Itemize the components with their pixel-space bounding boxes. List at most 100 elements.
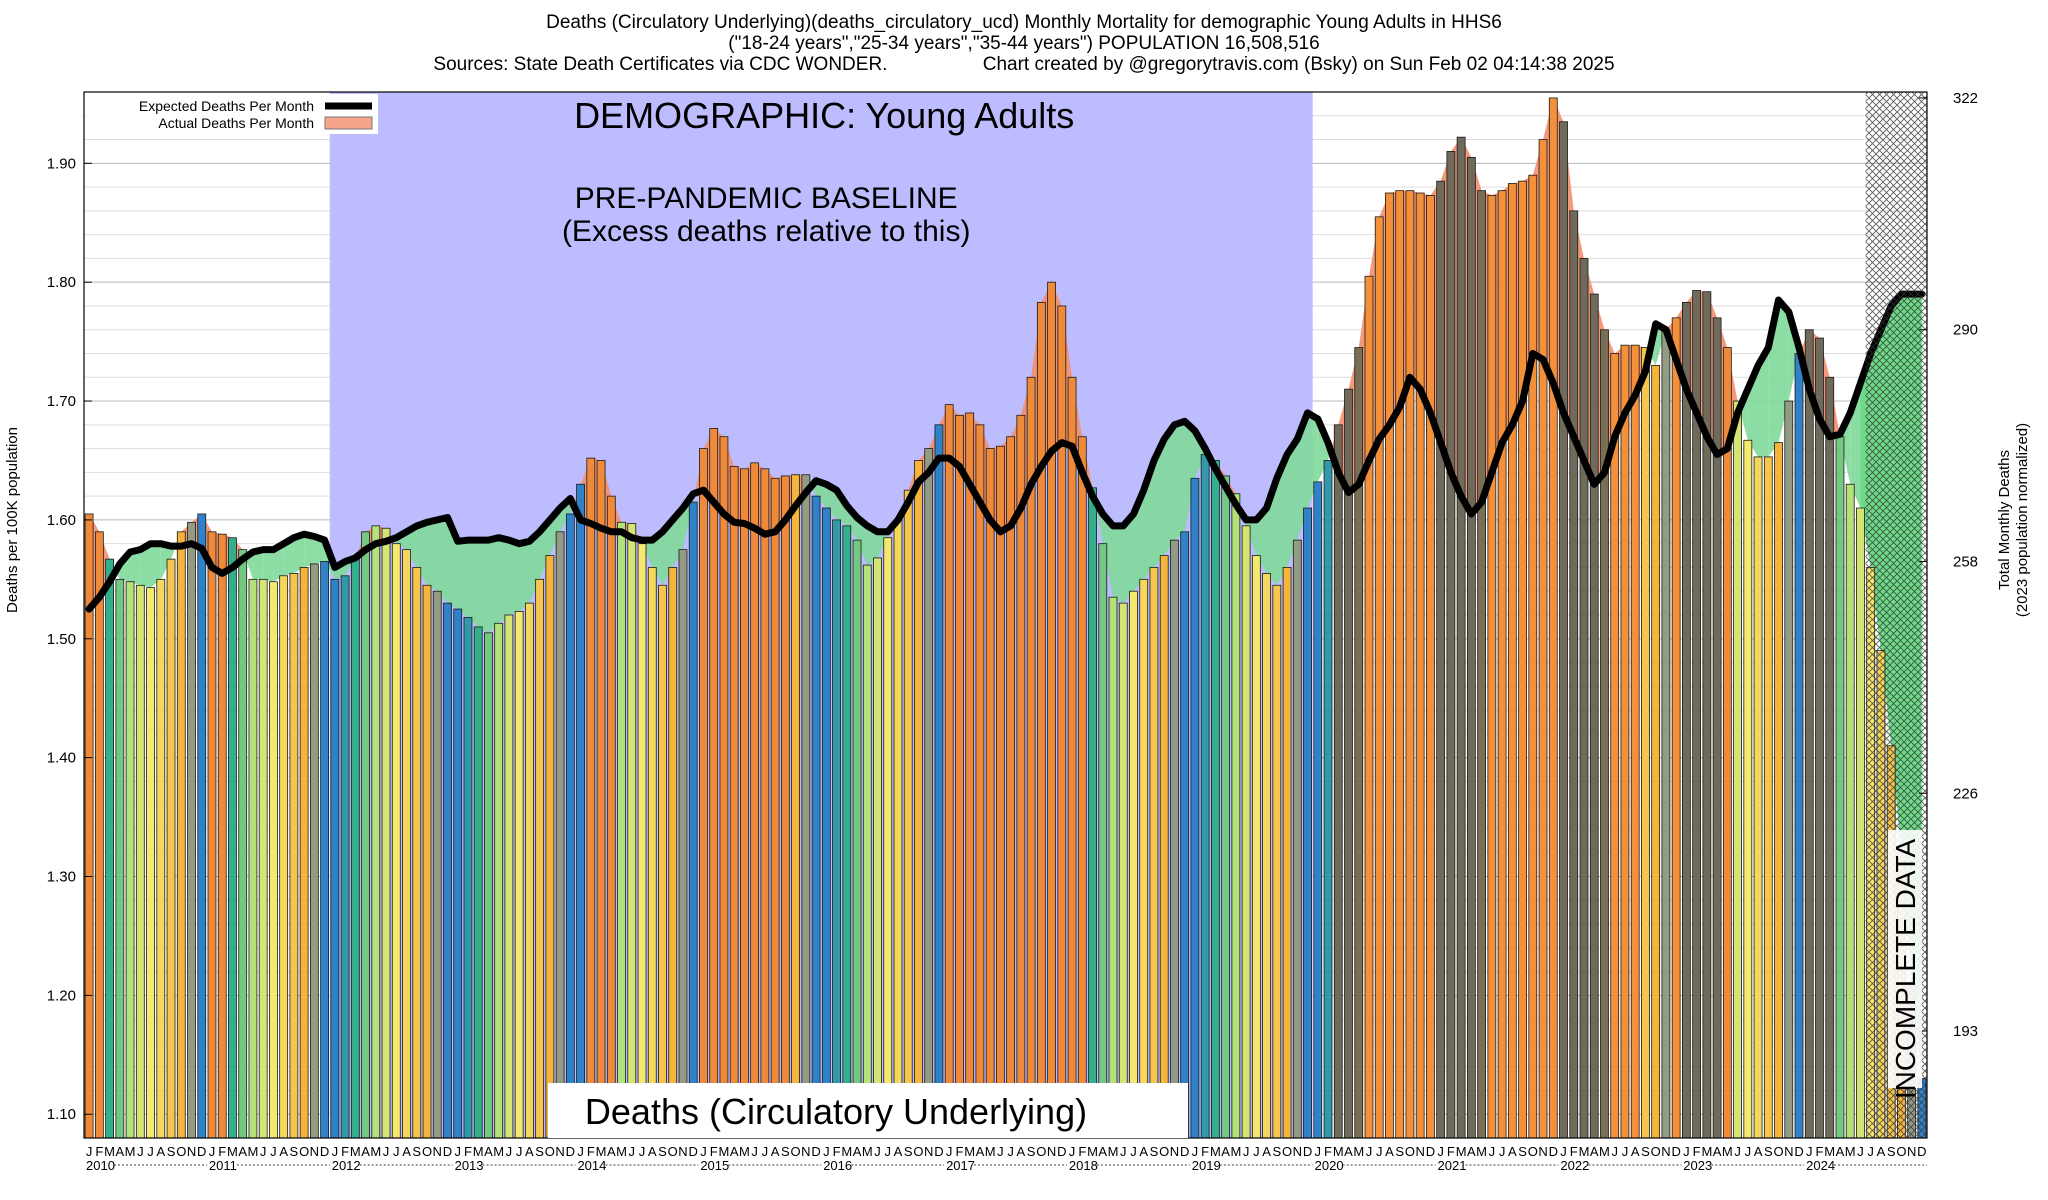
bar (1108, 596, 1118, 1139)
bar (1815, 337, 1824, 1139)
bar (1180, 531, 1190, 1139)
bar (975, 424, 985, 1139)
x-month-label: J (137, 1144, 144, 1159)
x-month-label: A (1631, 1144, 1640, 1159)
x-month-label: J (823, 1144, 830, 1159)
difference-area (304, 534, 315, 568)
bar (709, 427, 719, 1139)
difference-area (273, 543, 284, 582)
bar (852, 539, 862, 1139)
bar (1702, 291, 1712, 1139)
x-month-label: A (156, 1144, 165, 1159)
bar (504, 614, 514, 1139)
x-month-label: S (1887, 1144, 1896, 1159)
y-tick-label: 1.80 (47, 274, 76, 291)
x-month-label: F (218, 1144, 226, 1159)
bar (115, 578, 125, 1139)
x-month-label: J (383, 1144, 390, 1159)
bar (606, 495, 616, 1139)
difference-area (293, 534, 305, 574)
bar (1303, 507, 1312, 1139)
x-month-label: N (555, 1144, 564, 1159)
x-month-label: D (689, 1144, 698, 1159)
bar (156, 578, 166, 1139)
x-month-label: J (1611, 1144, 1618, 1159)
x-month-label: J (393, 1144, 400, 1159)
difference-area (406, 525, 417, 568)
x-month-label: J (1437, 1144, 1444, 1159)
x-month-label: M (1476, 1144, 1487, 1159)
x-month-label: A (1713, 1144, 1722, 1159)
x-month-label: A (607, 1144, 616, 1159)
x-month-label: J (270, 1144, 277, 1159)
difference-area (1194, 430, 1206, 479)
difference-area (478, 540, 489, 633)
x-year-label: 2011 (209, 1158, 237, 1173)
bar (1354, 347, 1364, 1139)
x-month-label: M (493, 1144, 504, 1159)
x-month-label: M (1456, 1144, 1467, 1159)
bar (883, 537, 893, 1139)
difference-area (1123, 513, 1134, 604)
difference-area (488, 537, 499, 633)
x-month-label: S (167, 1144, 176, 1159)
x-month-label: M (1722, 1144, 1733, 1159)
x-month-label: O (1282, 1144, 1292, 1159)
bar (719, 436, 729, 1139)
bar (1006, 436, 1016, 1139)
bar (1374, 216, 1384, 1139)
bar (1211, 460, 1220, 1139)
bar (1129, 590, 1138, 1139)
x-month-label: N (1047, 1144, 1056, 1159)
x-month-label: J (577, 1144, 584, 1159)
difference-area (519, 541, 530, 612)
difference-area (1153, 439, 1165, 568)
y-tick-label: 1.40 (47, 750, 76, 767)
x-month-label: A (1262, 1144, 1271, 1159)
bar (924, 448, 934, 1139)
expected-line (85, 290, 1926, 613)
bar (555, 531, 565, 1139)
bar (125, 581, 135, 1139)
x-month-label: N (187, 1144, 196, 1159)
bar (432, 590, 442, 1139)
y-tick-label: 1.90 (47, 155, 76, 172)
bar (1067, 376, 1077, 1139)
bar (1630, 344, 1640, 1139)
bar (524, 602, 534, 1139)
bar (1016, 414, 1026, 1139)
axes: 1.10 1.20 1.30 1.40 1.50 1.60 1.70 1.80 1.90 193 2… (47, 90, 1978, 1173)
bar (1477, 190, 1487, 1139)
bar (1272, 584, 1282, 1139)
bar (1323, 460, 1333, 1139)
x-month-label: D (1671, 1144, 1680, 1159)
difference-area (314, 536, 325, 564)
x-month-label: F (341, 1144, 349, 1159)
x-month-label: O (422, 1144, 432, 1159)
bar (473, 626, 483, 1139)
x-month-label: D (1180, 1144, 1189, 1159)
bar (862, 564, 872, 1139)
bar (453, 608, 463, 1139)
bar (842, 525, 852, 1139)
bar (371, 525, 381, 1139)
bar (1098, 543, 1108, 1139)
bar (1733, 400, 1742, 1139)
x-year-label: 2013 (455, 1158, 484, 1173)
bar (299, 567, 309, 1139)
x-month-label: F (95, 1144, 103, 1159)
bar (1518, 180, 1527, 1139)
bar (770, 477, 780, 1139)
x-month-label: O (1773, 1144, 1783, 1159)
x-month-label: S (535, 1144, 544, 1159)
x-month-label: J (1243, 1144, 1250, 1159)
x-month-label: O (1159, 1144, 1169, 1159)
bar (1190, 477, 1200, 1139)
bar (166, 558, 176, 1139)
x-month-label: J (1806, 1144, 1813, 1159)
bar (535, 578, 545, 1139)
bar (1344, 388, 1353, 1139)
x-month-label: J (332, 1144, 339, 1159)
bar (658, 584, 667, 1139)
x-month-label: D (1057, 1144, 1066, 1159)
